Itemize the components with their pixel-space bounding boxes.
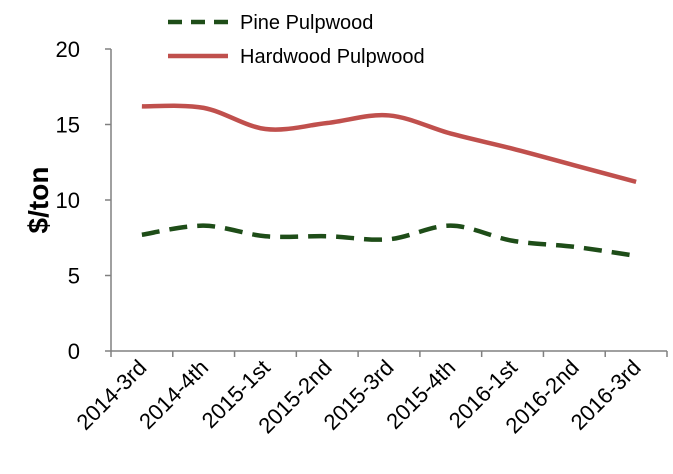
y-tick-label: 0 (68, 339, 80, 364)
series-line (141, 103, 637, 185)
y-tick-label: 15 (56, 113, 80, 138)
legend-label: Hardwood Pulpwood (240, 46, 425, 68)
series-group (141, 103, 637, 259)
y-tick-label: 5 (68, 264, 80, 289)
y-axis-ticks: 0 5 10 15 20 (56, 37, 111, 364)
y-tick-label: 10 (56, 188, 80, 213)
legend-label: Pine Pulpwood (240, 12, 373, 34)
legend: Pine Pulpwood Hardwood Pulpwood (168, 12, 425, 68)
series-line (141, 223, 637, 259)
x-axis-ticks: 2014-3rd2014-4th2015-1st2015-2nd2015-3rd… (71, 351, 668, 438)
x-tick-label: 2014-4th (134, 355, 213, 434)
axes (110, 49, 667, 352)
x-tick-label: 2015-4th (381, 355, 460, 434)
y-tick-label: 20 (56, 37, 80, 62)
y-axis-title: $/ton (23, 167, 54, 234)
